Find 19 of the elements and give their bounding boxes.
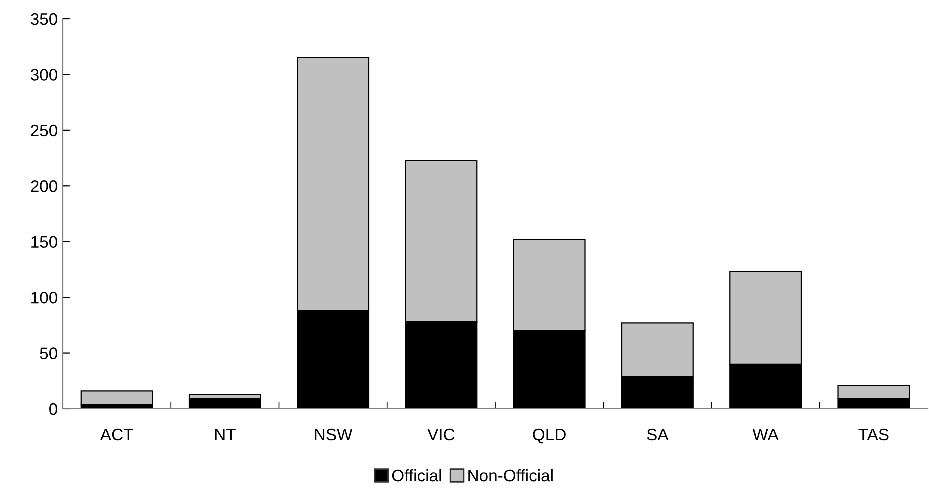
y-tick-label: 150 <box>32 236 58 248</box>
y-tick-label: 0 <box>50 403 58 416</box>
x-tick-label: ACT <box>100 428 134 441</box>
bar <box>80 390 154 406</box>
legend-label: Non-Official <box>468 469 553 482</box>
y-tick-label: 350 <box>30 13 58 26</box>
x-tick-label: NT <box>215 429 236 441</box>
y-tick-label: 250 <box>31 124 58 137</box>
x-tick-label: WA <box>752 429 779 441</box>
x-tick-label: NSW <box>315 428 353 441</box>
y-tick-label: 300 <box>30 69 58 81</box>
legend-label: Official <box>392 469 442 482</box>
x-tick-label: TAS <box>858 428 889 441</box>
y-tick-label: 100 <box>32 292 58 304</box>
x-tick-label: SA <box>647 428 669 441</box>
y-tick-label: 50 <box>40 348 58 360</box>
x-tick-label: QLD <box>533 428 566 444</box>
x-tick-label: VIC <box>428 428 455 441</box>
y-tick-label: 200 <box>31 180 58 192</box>
